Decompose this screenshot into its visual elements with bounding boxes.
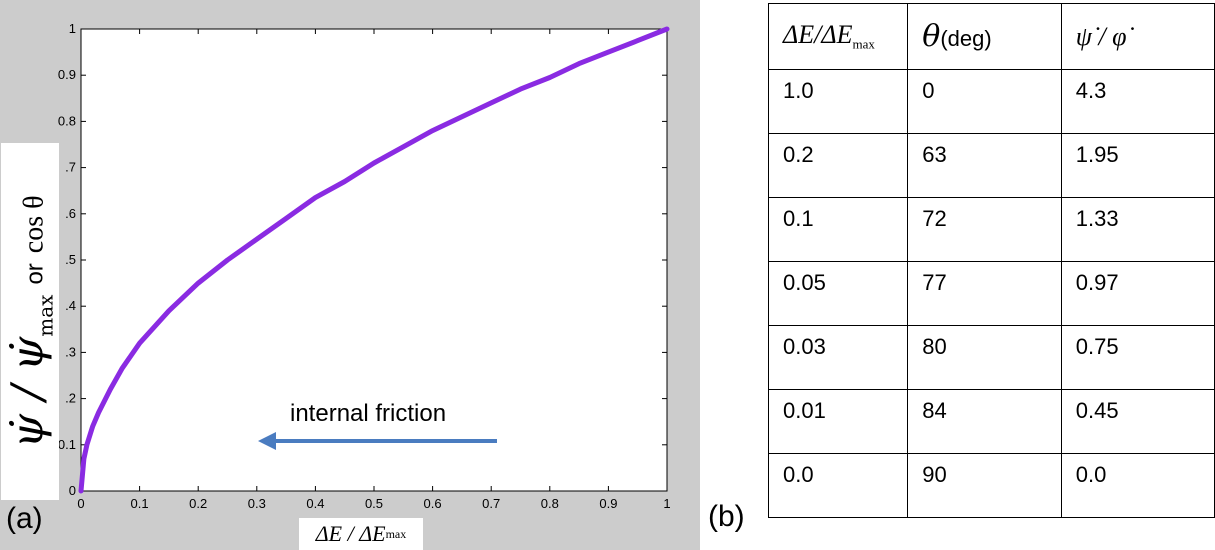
y-axis-label: ψ̇ / ψ̇max or cos θ (1, 143, 59, 500)
table-cell: 0.1 (767, 197, 909, 262)
table-cell: 90 (907, 453, 1062, 518)
x-axis-label: ΔE / ΔE max (299, 518, 423, 550)
y-tick-label: 0.9 (58, 67, 76, 82)
table-header-row: ΔE/ΔEmax θ(deg) ψ̇ / φ̇ (767, 3, 1215, 70)
x-tick-label: 0.7 (482, 496, 500, 511)
y-tick-label: .5 (65, 252, 76, 267)
data-table: ΔE/ΔEmax θ(deg) ψ̇ / φ̇ 1.0 0 4.3 0.2 63… (767, 3, 1215, 518)
table-cell: 77 (907, 261, 1062, 326)
x-tick-label: 0.4 (306, 496, 324, 511)
panel-label-b: (b) (708, 500, 745, 533)
table-cell: 0 (907, 69, 1062, 134)
table-cell: 63 (907, 133, 1062, 198)
table-cell: 84 (907, 389, 1062, 454)
table-cell: 4.3 (1060, 69, 1215, 134)
table-cell: 0.45 (1060, 389, 1215, 454)
table-cell: 1.95 (1060, 133, 1215, 198)
y-tick-label: .4 (65, 298, 76, 313)
x-tick-label: 0.3 (248, 496, 266, 511)
table-row: 1.0 0 4.3 (767, 69, 1215, 134)
y-tick-label: .2 (65, 391, 76, 406)
table-cell: 80 (907, 325, 1062, 390)
x-tick-label: 1 (663, 496, 670, 511)
x-tick-label: 0.2 (189, 496, 207, 511)
y-tick-label: .6 (65, 206, 76, 221)
y-axis-label-or: or (21, 262, 49, 285)
y-tick-label: 1 (69, 21, 76, 36)
table-cell: 1.0 (767, 69, 909, 134)
header-delta-e: ΔE/ΔEmax (767, 3, 909, 70)
table-cell: 0.97 (1060, 261, 1215, 326)
x-tick-label: 0.5 (365, 496, 383, 511)
x-tick-label: 0.1 (131, 496, 149, 511)
plot-panel: 0 0.1 0.2 0.3 0.4 0.5 0.6 0.7 0.8 0.9 1 0 0.1 .2 .3 .4.… (0, 0, 700, 550)
internal-friction-arrow-head (258, 432, 276, 450)
y-tick-label: .3 (65, 344, 76, 359)
x-tick-label: 0.6 (424, 496, 442, 511)
plot-area (80, 28, 668, 492)
y-axis-label-symbol: ψ̇ / ψ̇max (2, 294, 58, 449)
x-tick-label: 0 (77, 496, 84, 511)
header-psi-phi: ψ̇ / φ̇ (1060, 3, 1215, 70)
panel-label-a: (a) (6, 502, 43, 535)
table-cell: 0.03 (767, 325, 909, 390)
table-cell: 0.2 (767, 133, 909, 198)
table-cell: 0.0 (767, 453, 909, 518)
internal-friction-annotation: internal friction (290, 400, 447, 427)
y-tick-label: .7 (65, 160, 76, 175)
table-cell: 0.75 (1060, 325, 1215, 390)
y-tick-label: 0 (69, 483, 76, 498)
table-row: 0.01 84 0.45 (767, 389, 1215, 454)
table-row: 0.0 90 0.0 (767, 453, 1215, 518)
table-cell: 72 (907, 197, 1062, 262)
y-axis-label-cos: cos θ (18, 194, 50, 253)
header-theta: θ(deg) (907, 3, 1062, 70)
series-line (78, 26, 670, 494)
table-cell: 1.33 (1060, 197, 1215, 262)
table-row: 0.2 63 1.95 (767, 133, 1215, 198)
x-tick-label: 0.9 (599, 496, 617, 511)
x-tick-label: 0.8 (541, 496, 559, 511)
table-cell: 0.05 (767, 261, 909, 326)
table-cell: 0.0 (1060, 453, 1215, 518)
table-row: 0.05 77 0.97 (767, 261, 1215, 326)
y-tick-label: 0.8 (58, 113, 76, 128)
table-cell: 0.01 (767, 389, 909, 454)
table-row: 0.1 72 1.33 (767, 197, 1215, 262)
table-row: 0.03 80 0.75 (767, 325, 1215, 390)
line-chart: 0 0.1 0.2 0.3 0.4 0.5 0.6 0.7 0.8 0.9 1 0 0.1 .2 .3 .4.… (58, 21, 671, 511)
y-tick-label: 0.1 (58, 437, 76, 452)
